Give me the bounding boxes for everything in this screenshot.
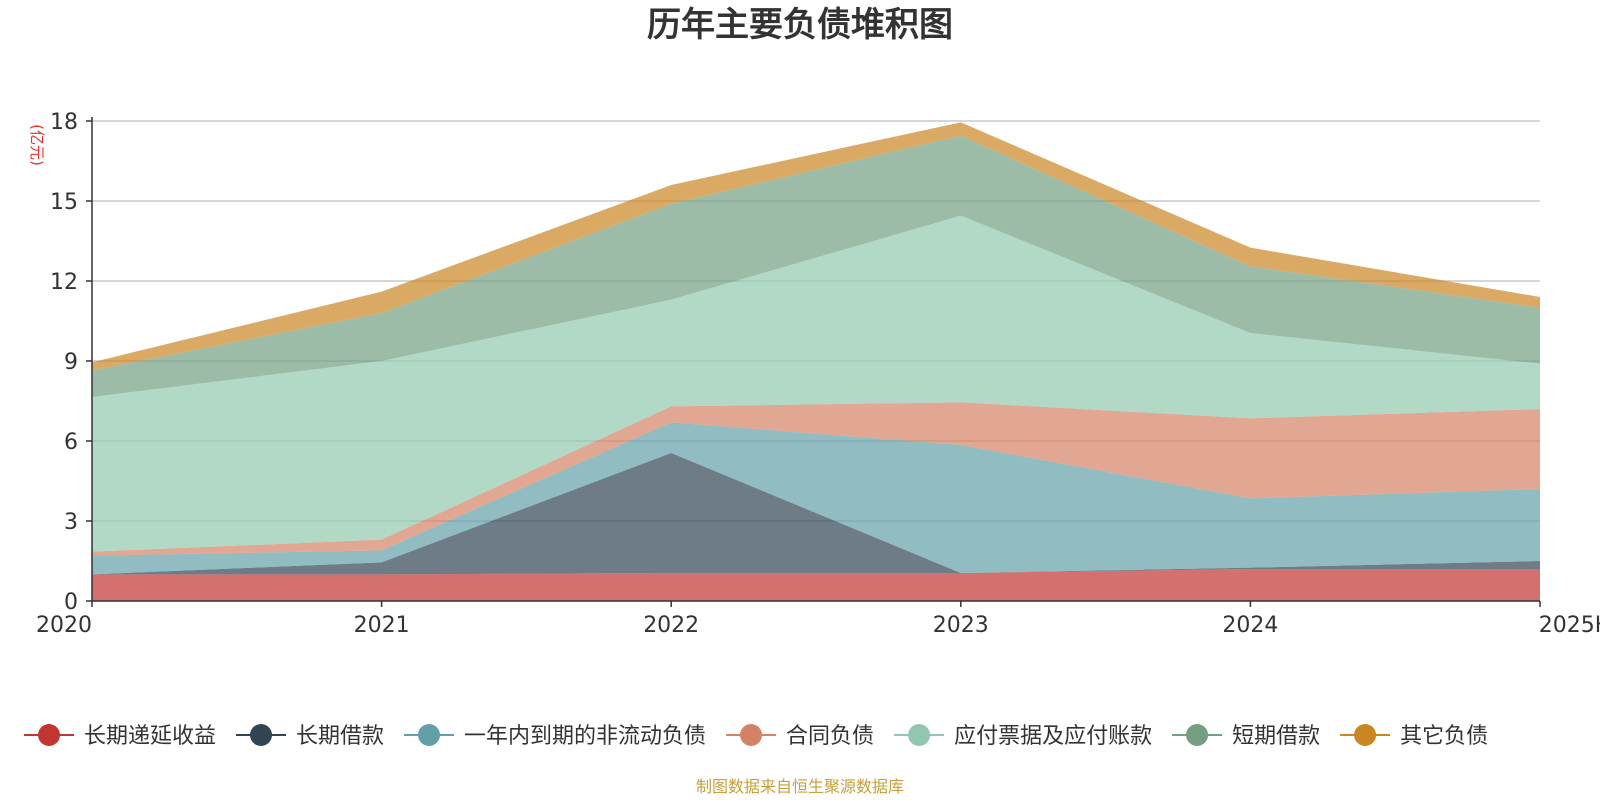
legend-label: 合同负债 [786,724,874,749]
legend-marker [250,724,273,746]
legend-item-5[interactable]: 短期借款 [1172,724,1320,749]
y-tick-label: 0 [64,590,78,615]
x-tick-label: 2024 [1222,613,1278,638]
area-series [92,122,1540,601]
y-tick-label: 9 [64,350,78,375]
legend-marker [1186,724,1209,746]
legend-item-4[interactable]: 应付票据及应付账款 [894,724,1152,749]
area-series-3 [92,402,1540,556]
legend-item-6[interactable]: 其它负债 [1340,724,1488,749]
legend-label: 应付票据及应付账款 [954,724,1152,749]
legend-item-2[interactable]: 一年内到期的非流动负债 [404,724,706,749]
area-series-2 [92,422,1540,575]
x-tick-label: 2022 [643,613,699,638]
axes: 0 3 6 9 12 15 18 2020 2021 2022 2023 2024 2025H1 [36,110,1600,638]
legend-marker [1354,724,1377,746]
chart-title: 历年主要负债堆积图 [647,5,953,45]
legend-label: 短期借款 [1232,724,1320,749]
legend-marker [418,724,441,746]
x-tick-label: 2025H1 [1539,613,1600,638]
x-tick-label: 2021 [354,613,410,638]
legend-label: 长期递延收益 [84,724,216,749]
area-series-0 [92,569,1540,601]
legend-item-0[interactable]: 长期递延收益 [24,724,216,749]
y-tick-label: 15 [50,190,78,215]
x-tick-label: 2023 [933,613,989,638]
legend-item-3[interactable]: 合同负债 [726,724,874,749]
legend-marker [38,724,60,746]
y-axis-unit: (亿元) [28,124,46,166]
legend: 长期递延收益 长期借款 一年内到期的非流动负债 合同负债 应付票据及应付账款 短期借款 其它… [24,724,1488,749]
legend-label: 其它负债 [1400,724,1488,749]
legend-label: 一年内到期的非流动负债 [464,724,706,749]
legend-item-1[interactable]: 长期借款 [236,724,384,749]
x-tick-label: 2020 [36,613,92,638]
legend-marker [740,724,763,746]
area-series-1 [92,453,1540,575]
area-series-5 [92,135,1540,397]
y-tick-label: 12 [50,270,78,295]
area-series-4 [92,215,1540,552]
data-source-note: 制图数据来自恒生聚源数据库 [696,777,904,796]
legend-label: 长期借款 [296,724,384,749]
y-tick-label: 3 [64,510,78,535]
legend-marker [908,724,931,746]
y-tick-label: 6 [64,430,78,455]
y-tick-label: 18 [50,110,78,135]
